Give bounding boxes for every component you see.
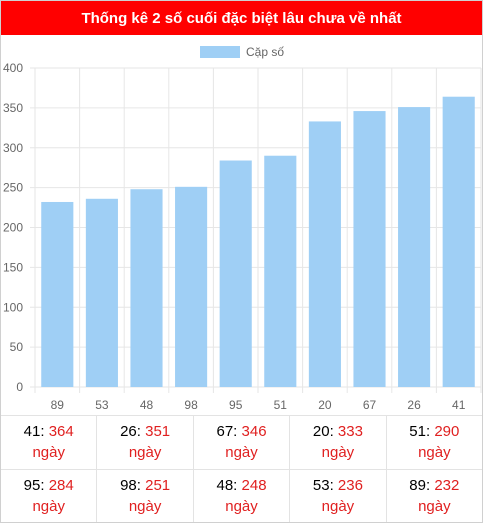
bar xyxy=(175,186,208,387)
y-tick-label: 0 xyxy=(16,380,23,394)
grid-lines xyxy=(30,67,482,393)
stat-cell: 48: 248 ngày xyxy=(192,470,289,522)
stat-unit: ngày xyxy=(32,444,65,461)
stat-number: 53 xyxy=(312,477,330,494)
stat-number: 98 xyxy=(120,477,137,494)
stat-number: 20 xyxy=(312,423,330,440)
stat-days: 232 xyxy=(434,477,460,494)
x-tick-label: 26 xyxy=(407,398,421,412)
stat-cell: 26: 351 ngày xyxy=(96,416,192,469)
x-tick-label: 41 xyxy=(452,398,466,412)
bar xyxy=(41,201,74,387)
x-tick-label: 53 xyxy=(95,398,109,412)
stat-cell: 98: 251 ngày xyxy=(96,470,192,522)
stat-unit: ngày xyxy=(225,498,258,515)
y-tick-label: 50 xyxy=(10,340,24,354)
stat-number: 41 xyxy=(23,423,41,440)
stat-number: 89 xyxy=(409,477,426,494)
chart-canvas: 0 50 100 150 200 250 300 350 400 89 53 48 98 95 51 20 67… xyxy=(3,45,482,412)
x-tick-label: 98 xyxy=(184,398,198,412)
stat-number: 95 xyxy=(23,477,41,494)
axis-labels: 0 50 100 150 200 250 300 350 400 89 53 48 98 95 51 20 67… xyxy=(3,61,466,412)
bar xyxy=(308,121,341,388)
bar xyxy=(442,96,475,388)
stat-number: 51 xyxy=(409,423,426,440)
stat-cell: 53: 236 ngày xyxy=(289,470,385,522)
y-tick-label: 100 xyxy=(3,300,23,314)
x-tick-label: 51 xyxy=(274,398,288,412)
stat-unit: ngày xyxy=(321,498,355,515)
stat-number: 26 xyxy=(120,423,137,440)
y-tick-label: 250 xyxy=(3,181,23,195)
legend-label: Cặp số xyxy=(246,45,284,59)
stat-unit: ngày xyxy=(418,444,451,461)
stats-table: 41: 364 ngày 26: 351 ngày 67: 346 ngày 2… xyxy=(1,415,482,522)
bar xyxy=(85,198,118,387)
stat-unit: ngày xyxy=(128,444,162,461)
stat-days: 290 xyxy=(434,423,460,440)
bars xyxy=(41,96,475,388)
stat-number: 48 xyxy=(216,477,234,494)
stat-unit: ngày xyxy=(418,498,451,515)
stat-days: 364 xyxy=(48,423,74,440)
legend-swatch xyxy=(200,46,240,58)
bar-chart: 0 50 100 150 200 250 300 350 400 89 53 48 98 95 51 20 67… xyxy=(1,35,482,415)
bar xyxy=(398,107,431,387)
bar xyxy=(130,189,163,387)
stats-row: 95: 284 ngày 98: 251 ngày 48: 248 ngày 5… xyxy=(1,469,482,522)
stat-cell: 51: 290 ngày xyxy=(385,416,482,469)
x-tick-label: 95 xyxy=(229,398,243,412)
legend: Cặp số xyxy=(200,45,284,59)
widget-title: Thống kê 2 số cuối đặc biệt lâu chưa về … xyxy=(1,1,482,35)
y-tick-label: 200 xyxy=(3,221,23,235)
stat-cell: 95: 284 ngày xyxy=(1,470,96,522)
stat-unit: ngày xyxy=(32,498,65,515)
stat-days: 251 xyxy=(145,477,171,494)
bar xyxy=(219,160,252,387)
x-tick-label: 67 xyxy=(363,398,377,412)
bar xyxy=(264,155,297,387)
stat-days: 236 xyxy=(337,477,363,494)
stat-unit: ngày xyxy=(321,444,355,461)
stat-cell: 41: 364 ngày xyxy=(1,416,96,469)
stat-cell: 67: 346 ngày xyxy=(192,416,289,469)
x-tick-label: 20 xyxy=(318,398,332,412)
stat-days: 248 xyxy=(241,477,267,494)
y-tick-label: 150 xyxy=(3,260,23,274)
bar xyxy=(353,111,386,387)
stat-days: 333 xyxy=(337,423,363,440)
stats-row: 41: 364 ngày 26: 351 ngày 67: 346 ngày 2… xyxy=(1,416,482,469)
x-tick-label: 89 xyxy=(51,398,65,412)
stat-number: 67 xyxy=(216,423,234,440)
stat-days: 284 xyxy=(48,477,74,494)
x-tick-label: 48 xyxy=(140,398,154,412)
stat-cell: 20: 333 ngày xyxy=(289,416,385,469)
stat-days: 346 xyxy=(241,423,267,440)
stat-days: 351 xyxy=(145,423,171,440)
y-tick-label: 300 xyxy=(3,141,23,155)
y-tick-label: 350 xyxy=(3,101,23,115)
stat-unit: ngày xyxy=(225,444,258,461)
stat-unit: ngày xyxy=(128,498,162,515)
stat-cell: 89: 232 ngày xyxy=(385,470,482,522)
y-tick-label: 400 xyxy=(3,61,23,75)
